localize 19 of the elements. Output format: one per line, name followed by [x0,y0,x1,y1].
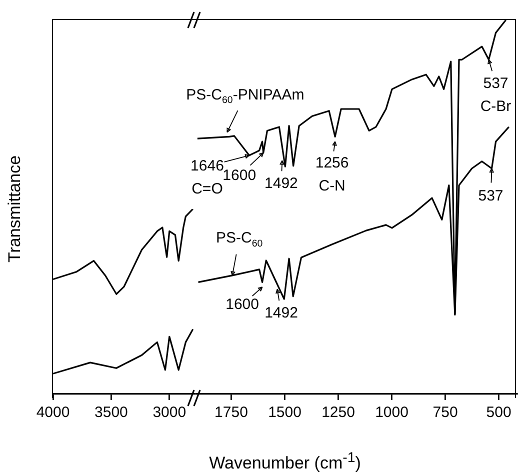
x-tick-label: 750 [432,404,458,422]
x-tick-label: 1000 [375,404,408,422]
annotation: 1600 [222,166,256,184]
x-axis-title: Wavenumber (cm$^{-1}$) [209,450,361,474]
y-axis-title: Transmittance [5,155,25,263]
x-tick-label: 1750 [214,404,248,422]
annotation: 1256 C-N [315,154,349,195]
annotation: 1492 [264,304,298,322]
annotation: 1492 [264,174,298,192]
annotation: 1646 C=O [190,158,224,198]
annotation: 1600 [226,296,259,314]
x-tick-label: 4000 [36,404,70,422]
x-tick-label: 1250 [322,404,355,422]
x-tick-label: 1500 [268,404,302,422]
x-tick-label: 3000 [152,404,186,422]
x-tick-label: 3500 [94,404,128,422]
x-tick-label: 500 [486,404,512,422]
annotation: 537 [478,188,504,205]
annotation: 537 C-Br [480,74,512,115]
